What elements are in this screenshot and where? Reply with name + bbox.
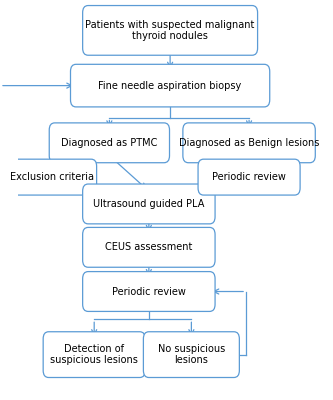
FancyBboxPatch shape: [83, 184, 215, 224]
FancyBboxPatch shape: [83, 228, 215, 267]
Text: No suspicious
lesions: No suspicious lesions: [158, 344, 225, 366]
FancyBboxPatch shape: [83, 272, 215, 312]
Text: Periodic review: Periodic review: [112, 286, 186, 296]
Text: Patients with suspected malignant
thyroid nodules: Patients with suspected malignant thyroi…: [86, 20, 255, 41]
FancyBboxPatch shape: [198, 159, 300, 195]
Text: Detection of
suspicious lesions: Detection of suspicious lesions: [50, 344, 138, 366]
FancyBboxPatch shape: [83, 6, 258, 55]
FancyBboxPatch shape: [43, 332, 145, 378]
Text: Diagnosed as Benign lesions: Diagnosed as Benign lesions: [179, 138, 319, 148]
Text: Fine needle aspiration biopsy: Fine needle aspiration biopsy: [99, 81, 242, 91]
Text: Diagnosed as PTMC: Diagnosed as PTMC: [61, 138, 158, 148]
FancyBboxPatch shape: [71, 64, 270, 107]
Text: Periodic review: Periodic review: [212, 172, 286, 182]
FancyBboxPatch shape: [7, 159, 97, 195]
Text: CEUS assessment: CEUS assessment: [105, 242, 192, 252]
FancyBboxPatch shape: [49, 123, 169, 163]
Text: Ultrasound guided PLA: Ultrasound guided PLA: [93, 199, 204, 209]
FancyBboxPatch shape: [183, 123, 315, 163]
Text: Exclusion criteria: Exclusion criteria: [10, 172, 94, 182]
FancyBboxPatch shape: [144, 332, 239, 378]
